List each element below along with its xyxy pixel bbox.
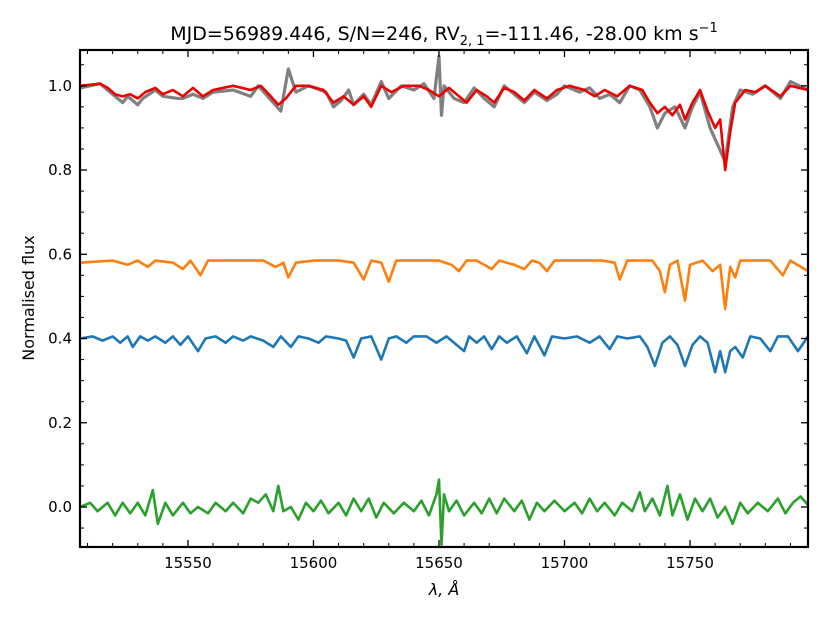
chart-title-rest: =-111.46, -28.00 km s <box>485 23 699 45</box>
series-line-0 <box>80 54 808 164</box>
x-tick-label: 15650 <box>415 554 463 572</box>
plot-frame <box>78 48 810 549</box>
series-line-4 <box>80 478 808 547</box>
y-axis-label: Normalised flux <box>19 235 38 360</box>
y-tick-label: 1.0 <box>48 77 72 95</box>
chart-title-subscript: 2, 1 <box>460 34 485 49</box>
tick-group: 15550 15600 15650 15700 15750 0.0 0.2 0.4 0.6 0.8… <box>48 50 808 572</box>
x-tick-label: 15700 <box>541 554 589 572</box>
y-tick-label: 0.4 <box>48 330 72 348</box>
series-group <box>80 54 808 547</box>
x-tick-label: 15750 <box>666 554 714 572</box>
y-tick-label: 0.8 <box>48 161 72 179</box>
series-line-3 <box>80 335 808 374</box>
x-tick-label: 15550 <box>164 554 212 572</box>
chart-title: MJD=56989.446, S/N=246, RV2, 1=-111.46, … <box>170 21 718 49</box>
y-tick-label: 0.6 <box>48 245 72 263</box>
chart-title-superscript: −1 <box>699 21 718 36</box>
chart-title-main: MJD=56989.446, S/N=246, RV <box>170 23 459 45</box>
x-axis-label: λ, Å <box>428 580 460 599</box>
y-tick-label: 0.2 <box>48 414 72 432</box>
series-line-1 <box>80 82 808 172</box>
x-tick-label: 15600 <box>290 554 338 572</box>
series-line-2 <box>80 259 808 311</box>
y-tick-label: 0.0 <box>48 498 72 516</box>
